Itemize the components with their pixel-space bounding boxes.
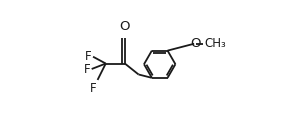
Text: F: F [84,63,90,76]
Text: CH₃: CH₃ [204,37,226,50]
Text: F: F [85,50,91,63]
Text: O: O [120,20,130,34]
Text: O: O [190,37,200,50]
Text: F: F [90,82,97,95]
